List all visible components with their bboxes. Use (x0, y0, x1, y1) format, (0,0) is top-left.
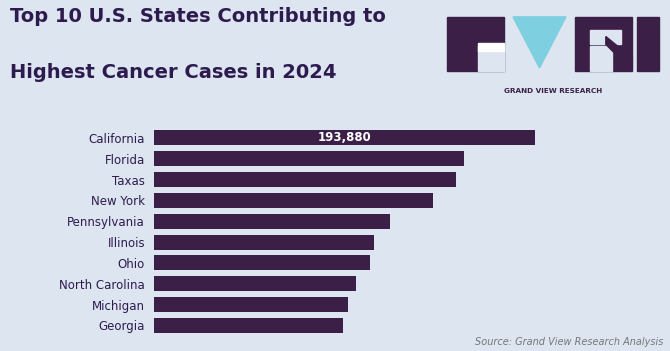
Text: GRAND VIEW RESEARCH: GRAND VIEW RESEARCH (504, 87, 602, 94)
FancyBboxPatch shape (636, 17, 659, 71)
FancyBboxPatch shape (575, 17, 632, 71)
Polygon shape (513, 17, 566, 68)
Text: 193,880: 193,880 (318, 131, 371, 144)
Text: Top 10 U.S. States Contributing to: Top 10 U.S. States Contributing to (10, 7, 386, 26)
Bar (154, 130, 535, 145)
FancyBboxPatch shape (447, 17, 504, 71)
Bar (154, 256, 370, 270)
Bar (154, 276, 356, 291)
Bar (154, 172, 456, 187)
FancyBboxPatch shape (478, 46, 504, 71)
FancyBboxPatch shape (478, 44, 504, 51)
Bar (154, 214, 390, 229)
Text: Source: Grand View Research Analysis: Source: Grand View Research Analysis (475, 338, 663, 347)
FancyBboxPatch shape (511, 17, 568, 71)
Bar (154, 151, 464, 166)
Bar (154, 193, 433, 208)
Bar (154, 318, 342, 333)
Bar (154, 297, 348, 312)
Text: Highest Cancer Cases in 2024: Highest Cancer Cases in 2024 (10, 63, 336, 82)
Polygon shape (606, 37, 632, 71)
Bar (154, 234, 374, 250)
FancyBboxPatch shape (590, 46, 612, 71)
FancyBboxPatch shape (590, 29, 621, 44)
